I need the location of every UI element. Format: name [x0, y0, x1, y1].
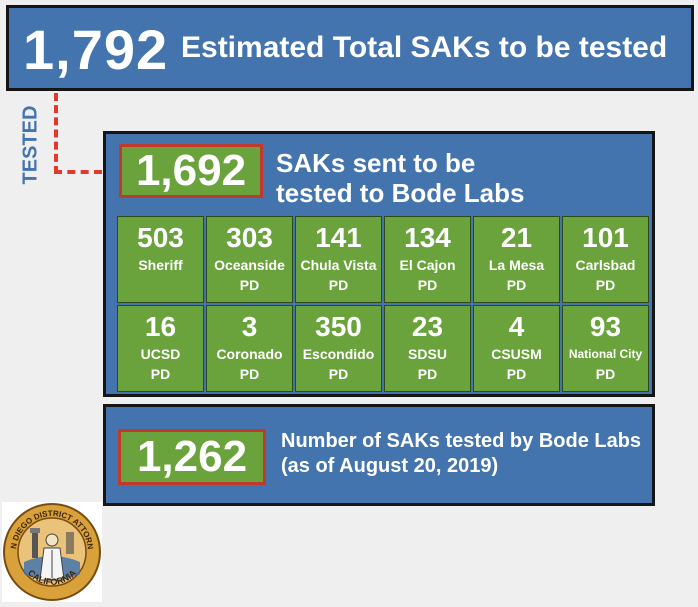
agency-suffix: PD: [239, 366, 260, 382]
sent-line-2: tested to Bode Labs: [276, 178, 525, 208]
tested-text: TESTED: [19, 105, 42, 184]
agency-count: 503: [137, 222, 184, 253]
agency-count: 303: [226, 222, 273, 253]
tested-count: 1,262: [118, 429, 266, 485]
agency-count: 16: [144, 311, 177, 342]
agency-name: Sheriff: [138, 257, 183, 273]
agency-cell-chula-vista: 141 Chula Vista PD: [295, 216, 382, 303]
agency-suffix: PD: [328, 366, 349, 382]
agency-count: 134: [404, 222, 451, 253]
tested-label: TESTED: [18, 97, 44, 192]
agency-name: El Cajon: [399, 257, 456, 273]
agency-suffix: PD: [506, 277, 527, 293]
agency-name: UCSD: [140, 346, 181, 362]
sent-description: SAKs sent to be tested to Bode Labs: [276, 148, 524, 208]
agency-grid: 503 Sheriff 303 Oceanside PD 141 Chula Vista…: [117, 216, 649, 392]
agency-suffix: PD: [506, 366, 527, 382]
agency-suffix: PD: [239, 277, 260, 293]
tested-description: Number of SAKs tested by Bode Labs (as o…: [281, 429, 641, 479]
agency-count: 141: [315, 222, 362, 253]
agency-cell-national-city: 93 National City PD: [562, 305, 649, 392]
tested-line-2: (as of August 20, 2019): [281, 455, 499, 477]
agency-count: 93: [589, 311, 622, 342]
agency-cell-la-mesa: 21 La Mesa PD: [473, 216, 560, 303]
agency-suffix: PD: [150, 366, 171, 382]
tested-panel: 1,262 Number of SAKs tested by Bode Labs…: [103, 404, 655, 506]
agency-name: SDSU: [408, 346, 447, 362]
agency-suffix: PD: [595, 366, 616, 382]
agency-count: 23: [411, 311, 444, 342]
agency-suffix: PD: [595, 277, 616, 293]
agency-count: 4: [508, 311, 525, 342]
agency-cell-csusm: 4 CSUSM PD: [473, 305, 560, 392]
agency-name: Escondido: [302, 346, 375, 362]
agency-cell-ucsd: 16 UCSD PD: [117, 305, 204, 392]
agency-name: Chula Vista: [300, 257, 377, 273]
agency-cell-escondido: 350 Escondido PD: [295, 305, 382, 392]
agency-cell-sheriff: 503 Sheriff: [117, 216, 204, 303]
agency-cell-oceanside: 303 Oceanside PD: [206, 216, 293, 303]
agency-cell-coronado: 3 Coronado PD: [206, 305, 293, 392]
connector-vertical: [54, 93, 58, 174]
agency-suffix: PD: [417, 366, 438, 382]
sent-count: 1,692: [119, 144, 263, 198]
agency-name: Oceanside: [214, 257, 285, 273]
agency-suffix: PD: [328, 277, 349, 293]
total-label: Estimated Total SAKs to be tested: [181, 31, 668, 64]
agency-name: National City: [568, 347, 643, 361]
district-attorney-seal-logo: SAN DIEGO DISTRICT ATTORNEY CALIFORNIA: [0, 495, 102, 602]
seal-icon: SAN DIEGO DISTRICT ATTORNEY CALIFORNIA: [0, 495, 101, 601]
agency-name: Coronado: [216, 346, 283, 362]
agency-cell-carlsbad: 101 Carlsbad PD: [562, 216, 649, 303]
agency-cell-sdsu: 23 SDSU PD: [384, 305, 471, 392]
agency-name: CSUSM: [491, 346, 542, 362]
sent-panel: 1,692 SAKs sent to be tested to Bode Lab…: [103, 131, 655, 397]
total-banner: 1,792 Estimated Total SAKs to be tested: [6, 5, 694, 91]
agency-cell-el-cajon: 134 El Cajon PD: [384, 216, 471, 303]
connector-horizontal: [54, 170, 102, 174]
tested-line-1: Number of SAKs tested by Bode Labs: [281, 430, 642, 452]
agency-name: La Mesa: [488, 257, 545, 273]
agency-count: 101: [582, 222, 629, 253]
agency-count: 3: [241, 311, 258, 342]
sent-line-1: SAKs sent to be: [276, 148, 476, 178]
total-count: 1,792: [23, 18, 169, 81]
agency-name: Carlsbad: [575, 257, 636, 273]
agency-count: 350: [315, 311, 362, 342]
agency-suffix: PD: [417, 277, 438, 293]
agency-count: 21: [500, 222, 533, 253]
